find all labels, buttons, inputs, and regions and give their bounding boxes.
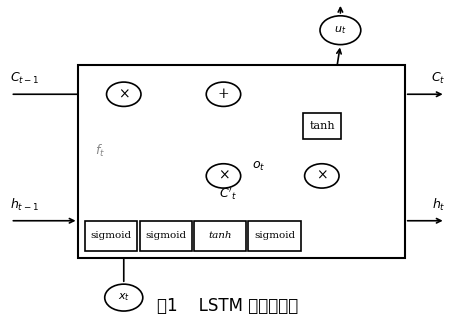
Text: ×: × bbox=[118, 87, 129, 101]
Circle shape bbox=[319, 16, 360, 45]
Text: $C'_t$: $C'_t$ bbox=[218, 185, 237, 202]
Text: tanh: tanh bbox=[308, 121, 334, 131]
Text: $f_t$: $f_t$ bbox=[95, 143, 105, 159]
Text: $o_t$: $o_t$ bbox=[252, 160, 265, 173]
Text: 图1    LSTM 神经元结构: 图1 LSTM 神经元结构 bbox=[157, 297, 298, 315]
Circle shape bbox=[304, 164, 339, 188]
Text: $h_{t-1}$: $h_{t-1}$ bbox=[10, 197, 39, 213]
FancyBboxPatch shape bbox=[302, 113, 340, 139]
Circle shape bbox=[105, 284, 142, 311]
Text: ×: × bbox=[315, 169, 327, 183]
Text: $C_t$: $C_t$ bbox=[430, 71, 445, 86]
Circle shape bbox=[206, 82, 240, 106]
FancyBboxPatch shape bbox=[85, 221, 137, 251]
Circle shape bbox=[106, 82, 141, 106]
Text: $x_t$: $x_t$ bbox=[117, 292, 130, 304]
Text: ×: × bbox=[217, 169, 229, 183]
Text: $C_{t-1}$: $C_{t-1}$ bbox=[10, 71, 40, 86]
Text: tanh: tanh bbox=[208, 232, 231, 240]
FancyBboxPatch shape bbox=[139, 221, 191, 251]
FancyBboxPatch shape bbox=[248, 221, 300, 251]
FancyBboxPatch shape bbox=[193, 221, 246, 251]
Circle shape bbox=[206, 164, 240, 188]
FancyBboxPatch shape bbox=[78, 66, 404, 257]
Text: sigmoid: sigmoid bbox=[145, 232, 186, 240]
Text: sigmoid: sigmoid bbox=[91, 232, 131, 240]
Text: $u_t$: $u_t$ bbox=[334, 24, 346, 36]
Text: sigmoid: sigmoid bbox=[253, 232, 294, 240]
Text: $h_t$: $h_t$ bbox=[431, 197, 445, 213]
Text: +: + bbox=[217, 87, 229, 101]
